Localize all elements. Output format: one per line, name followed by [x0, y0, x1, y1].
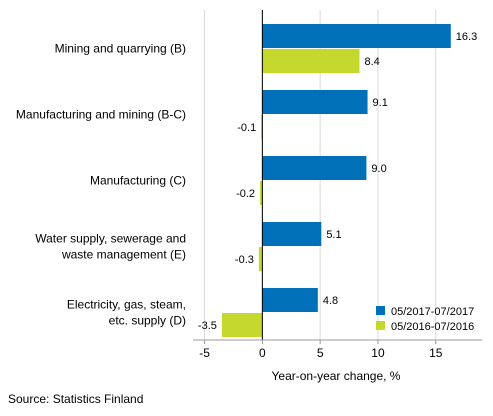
category-labels: Mining and quarrying (B) Manufacturing an…: [16, 42, 186, 328]
x-tick-label: 5: [317, 346, 324, 360]
x-axis-label: Year-on-year change, %: [272, 369, 401, 383]
legend-swatch: [376, 321, 385, 330]
category-label: Manufacturing and mining (B-C): [16, 108, 186, 122]
bar-2016-2: [260, 181, 263, 205]
bar-2017-1: [262, 90, 368, 114]
bar-2016-3: [258, 247, 263, 271]
bar-2016-4: [221, 313, 263, 337]
bar-2017-2: [262, 156, 367, 180]
x-axis: -5 0 5 10 15: [193, 339, 482, 360]
bar-2017-3: [262, 222, 322, 246]
legend: 05/2017-07/2017 05/2016-07/2016: [376, 306, 474, 333]
bars: [221, 24, 451, 337]
data-label: 9.0: [371, 163, 386, 175]
x-tick-label: -5: [199, 346, 210, 360]
legend-swatch: [376, 306, 385, 315]
x-tick-label: 10: [371, 346, 385, 360]
x-tick-label: 15: [429, 346, 443, 360]
category-label: etc. supply (D): [109, 314, 186, 328]
legend-label: 05/2017-07/2017: [391, 306, 474, 318]
data-label: -0.1: [237, 122, 256, 134]
data-label: 4.8: [323, 295, 338, 307]
data-label: 5.1: [326, 229, 341, 241]
bar-2016-0: [262, 49, 360, 73]
data-label: -0.3: [235, 254, 254, 266]
data-labels: 16.3 8.4 9.1 -0.1 9.0 -0.2 5.1 -0.3 4.8 -3.5: [198, 31, 477, 332]
data-label: 9.1: [373, 97, 388, 109]
category-label: Mining and quarrying (B): [55, 42, 186, 56]
category-label: Manufacturing (C): [90, 174, 186, 188]
data-label: 16.3: [456, 31, 477, 43]
x-tick-label: 0: [259, 346, 266, 360]
category-label: waste management (E): [61, 248, 186, 262]
data-label: 8.4: [364, 56, 379, 68]
category-label: Water supply, sewerage and: [35, 232, 186, 246]
bar-2017-4: [262, 288, 318, 312]
data-label: -3.5: [198, 320, 217, 332]
source-note: Source: Statistics Finland: [8, 392, 144, 406]
data-label: -0.2: [236, 188, 255, 200]
legend-label: 05/2016-07/2016: [391, 321, 474, 333]
bar-2017-0: [262, 24, 451, 48]
category-label: Electricity, gas, steam,: [67, 298, 186, 312]
